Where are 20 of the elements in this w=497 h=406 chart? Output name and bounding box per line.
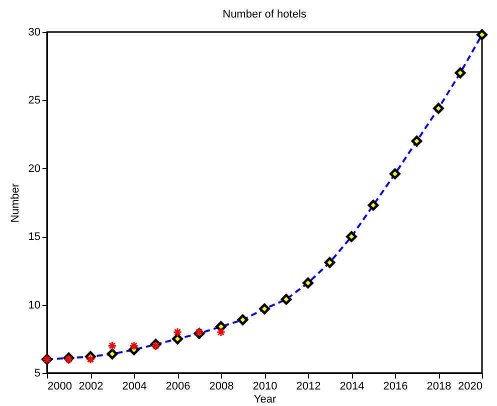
y-tick-label: 20 xyxy=(28,162,40,175)
x-tick-label: 2020 xyxy=(458,380,482,392)
x-tick-label: 2006 xyxy=(166,380,190,392)
x-tick-label: 2016 xyxy=(383,380,408,392)
x-tick-label: 2014 xyxy=(340,380,364,392)
y-tick-label: 5 xyxy=(34,368,40,380)
y-tick-label: 30 xyxy=(28,26,40,38)
y-tick-label: 10 xyxy=(28,299,40,312)
x-tick-label: 2004 xyxy=(122,380,147,392)
y-axis-title: Number xyxy=(9,183,22,223)
x-tick-label: 2010 xyxy=(252,380,278,392)
x-tick-label: 2000 xyxy=(48,380,72,392)
x-tick-label: 2002 xyxy=(78,380,104,392)
x-tick-label: 2008 xyxy=(209,380,234,392)
x-tick-label: 2012 xyxy=(296,380,321,392)
chart-title: Number of hotels xyxy=(222,8,307,21)
y-tick-label: 25 xyxy=(28,94,40,107)
y-tick-label: 15 xyxy=(28,231,40,244)
x-tick-label: 2018 xyxy=(426,380,452,392)
x-axis-title: Year xyxy=(254,394,276,406)
